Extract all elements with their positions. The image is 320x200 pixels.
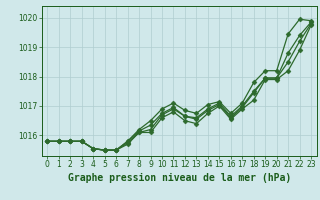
X-axis label: Graphe pression niveau de la mer (hPa): Graphe pression niveau de la mer (hPa) — [68, 173, 291, 183]
